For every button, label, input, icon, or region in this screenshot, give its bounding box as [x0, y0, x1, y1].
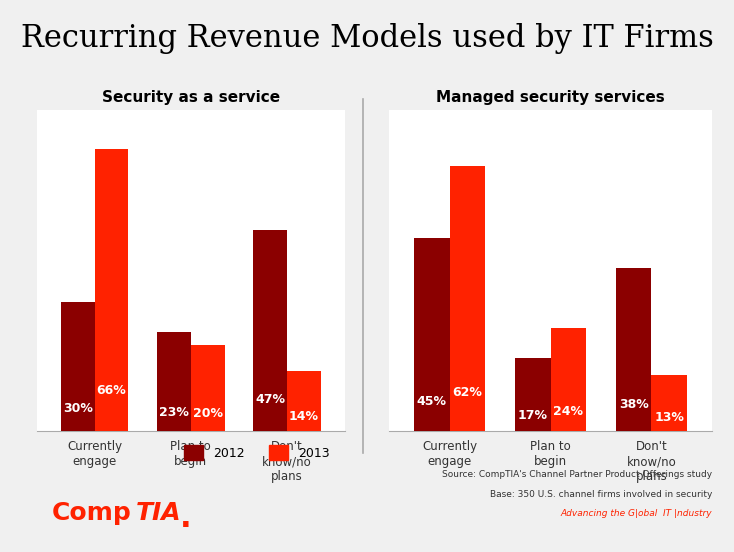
- Text: .: .: [180, 505, 192, 533]
- Text: Base: 350 U.S. channel firms involved in security: Base: 350 U.S. channel firms involved in…: [490, 490, 712, 498]
- Bar: [414, 238, 449, 431]
- Text: 17%: 17%: [518, 409, 548, 422]
- Text: 62%: 62%: [452, 386, 482, 399]
- Bar: [652, 375, 687, 431]
- Text: 66%: 66%: [96, 384, 126, 397]
- Text: 14%: 14%: [289, 410, 319, 423]
- Text: 13%: 13%: [654, 411, 684, 424]
- Bar: [550, 328, 586, 431]
- Text: Source: CompTIA's Channel Partner Product Offerings study: Source: CompTIA's Channel Partner Produc…: [442, 470, 712, 479]
- Bar: [95, 149, 128, 431]
- Text: 20%: 20%: [193, 407, 222, 420]
- Bar: [253, 230, 287, 431]
- Bar: [61, 302, 95, 431]
- Legend: 2012, 2013: 2012, 2013: [184, 445, 330, 460]
- Text: 38%: 38%: [619, 398, 649, 411]
- Title: Security as a service: Security as a service: [102, 90, 280, 105]
- Text: 45%: 45%: [417, 395, 447, 407]
- Text: 23%: 23%: [159, 406, 189, 419]
- Bar: [515, 358, 550, 431]
- Text: 30%: 30%: [62, 402, 92, 415]
- Bar: [449, 166, 485, 431]
- Text: Comp: Comp: [51, 501, 131, 526]
- Bar: [616, 268, 652, 431]
- Text: Advancing the G|obal  IT |ndustry: Advancing the G|obal IT |ndustry: [560, 509, 712, 518]
- Bar: [287, 371, 321, 431]
- Text: 24%: 24%: [553, 405, 583, 418]
- Bar: [191, 345, 225, 431]
- Text: Recurring Revenue Models used by IT Firms: Recurring Revenue Models used by IT Firm…: [21, 23, 713, 54]
- Title: Managed security services: Managed security services: [436, 90, 665, 105]
- Bar: [157, 332, 191, 431]
- Text: 47%: 47%: [255, 394, 286, 406]
- Text: TIA: TIA: [136, 501, 181, 526]
